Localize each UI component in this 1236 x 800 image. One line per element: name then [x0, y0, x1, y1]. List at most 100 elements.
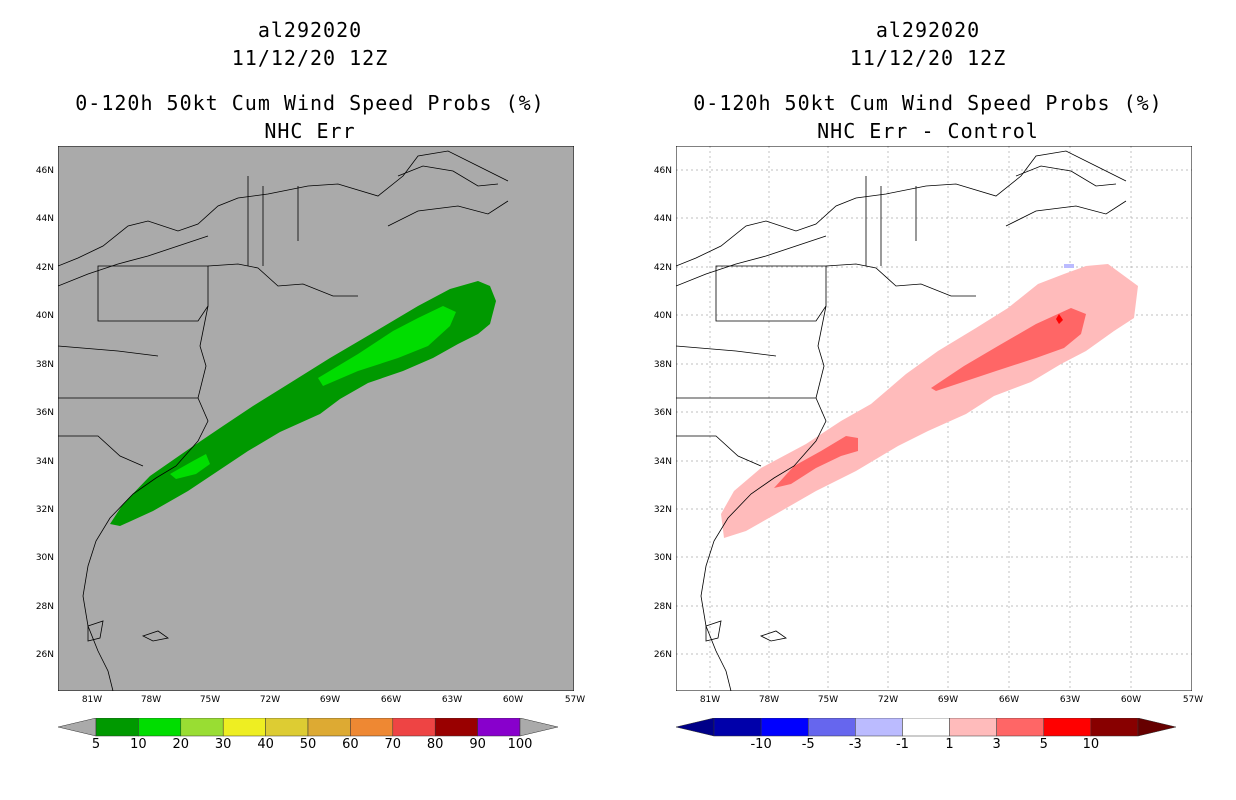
lat-label: 28N — [653, 602, 672, 612]
left-title-storm-id: al292020 — [257, 18, 363, 42]
colorbar-tick-label: 80 — [426, 737, 444, 752]
lat-label: 34N — [35, 457, 54, 467]
colorbar-tick-label: 100 — [507, 737, 533, 752]
colorbar-tick-label: 60 — [342, 737, 359, 752]
colorbar-segment — [265, 718, 309, 737]
lat-label: 28N — [35, 602, 54, 612]
lat-label: 34N — [653, 457, 672, 467]
colorbar-tick-label: -5 — [801, 737, 815, 752]
left-colorbar — [58, 718, 558, 737]
lon-label: 63W — [1059, 695, 1081, 705]
lat-label: 42N — [653, 263, 672, 273]
colorbar-tick-label: 20 — [172, 737, 190, 752]
lon-label: 60W — [1120, 695, 1142, 705]
colorbar-segment — [392, 718, 436, 737]
diff-5-10-spot — [1056, 314, 1063, 324]
lon-label: 57W — [1182, 695, 1204, 705]
colorbar-tick-label: 10 — [130, 737, 147, 752]
lat-label: 26N — [653, 650, 672, 660]
colorbar-tick-label: -1 — [895, 737, 909, 752]
lat-label: 36N — [653, 408, 672, 418]
lat-label: 36N — [35, 408, 54, 418]
colorbar-segment — [222, 718, 266, 737]
lon-label: 66W — [380, 695, 402, 705]
lat-label: 30N — [35, 553, 54, 563]
colorbar-left-arrow — [676, 718, 715, 737]
colorbar-segment — [180, 718, 224, 737]
lat-label: 40N — [35, 311, 54, 321]
colorbar-segment — [350, 718, 394, 737]
right-title-product: 0-120h 50kt Cum Wind Speed Probs (%) — [693, 91, 1163, 115]
right-title-storm-id: al292020 — [875, 18, 981, 42]
colorbar-tick-label: 50 — [299, 737, 317, 752]
lon-label: 69W — [319, 695, 341, 705]
colorbar-segment — [1043, 718, 1092, 737]
colorbar-tick-label: 10 — [1082, 737, 1100, 752]
right-title-date: 11/12/20 12Z — [849, 46, 1007, 70]
lat-label: 32N — [35, 505, 54, 515]
right-map — [676, 146, 1192, 691]
left-title-subtitle: NHC Err — [264, 119, 356, 143]
lon-label: 63W — [441, 695, 463, 705]
left-title-date: 11/12/20 12Z — [231, 46, 389, 70]
right-coastlines — [676, 150, 1127, 691]
prob-10-20-area — [318, 306, 456, 386]
colorbar-segment — [713, 718, 762, 737]
colorbar-tick-label: -10 — [750, 737, 772, 752]
lon-label: 81W — [81, 695, 103, 705]
colorbar-tick-label: 40 — [257, 737, 274, 752]
left-coastlines — [58, 150, 509, 691]
lat-label: 46N — [35, 166, 54, 176]
colorbar-tick-label: 1 — [945, 737, 954, 752]
colorbar-segment — [855, 718, 903, 737]
colorbar-segment — [307, 718, 351, 737]
colorbar-segment — [996, 718, 1045, 737]
colorbar-tick-label: 70 — [384, 737, 402, 752]
colorbar-tick-label: 5 — [91, 737, 101, 752]
lat-label: 38N — [653, 360, 672, 370]
lon-label: 78W — [758, 695, 780, 705]
left-map — [58, 146, 574, 691]
diff-3-5-area-north — [931, 308, 1086, 391]
lon-label: 72W — [877, 695, 899, 705]
colorbar-left-arrow — [58, 718, 97, 737]
lat-label: 38N — [35, 360, 54, 370]
colorbar-segment — [949, 718, 997, 737]
colorbar-tick-label: -3 — [848, 737, 862, 752]
left-title-product: 0-120h 50kt Cum Wind Speed Probs (%) — [75, 91, 545, 115]
lat-label: 46N — [653, 166, 672, 176]
lon-label: 57W — [564, 695, 586, 705]
lat-label: 40N — [653, 311, 672, 321]
colorbar-segment — [477, 718, 521, 737]
colorbar-segment — [95, 718, 139, 737]
colorbar-segment — [760, 718, 809, 737]
prob-10-20-area-south — [170, 454, 210, 479]
diff-neg-spot — [1064, 264, 1074, 268]
lat-label: 26N — [35, 650, 54, 660]
colorbar-tick-label: 90 — [469, 737, 486, 752]
lat-label: 44N — [35, 214, 54, 224]
colorbar-right-arrow — [519, 718, 558, 737]
lat-label: 42N — [35, 263, 54, 273]
lon-label: 60W — [502, 695, 524, 705]
lon-label: 75W — [817, 695, 839, 705]
colorbar-tick-label: 5 — [1039, 737, 1048, 752]
lat-label: 32N — [653, 505, 672, 515]
lon-label: 69W — [937, 695, 959, 705]
lat-label: 30N — [653, 553, 672, 563]
colorbar-segment — [902, 718, 950, 737]
colorbar-segment — [434, 718, 478, 737]
colorbar-tick-label: 30 — [214, 737, 232, 752]
colorbar-segment — [138, 718, 182, 737]
colorbar-tick-label: 3 — [992, 737, 1001, 752]
colorbar-right-arrow — [1137, 718, 1176, 737]
colorbar-segment — [1090, 718, 1139, 737]
right-title-subtitle: NHC Err - Control — [817, 119, 1039, 143]
lon-label: 81W — [699, 695, 721, 705]
lon-label: 75W — [199, 695, 221, 705]
lon-label: 66W — [998, 695, 1020, 705]
right-colorbar — [676, 718, 1176, 737]
lat-label: 44N — [653, 214, 672, 224]
lon-label: 78W — [140, 695, 162, 705]
colorbar-segment — [807, 718, 856, 737]
